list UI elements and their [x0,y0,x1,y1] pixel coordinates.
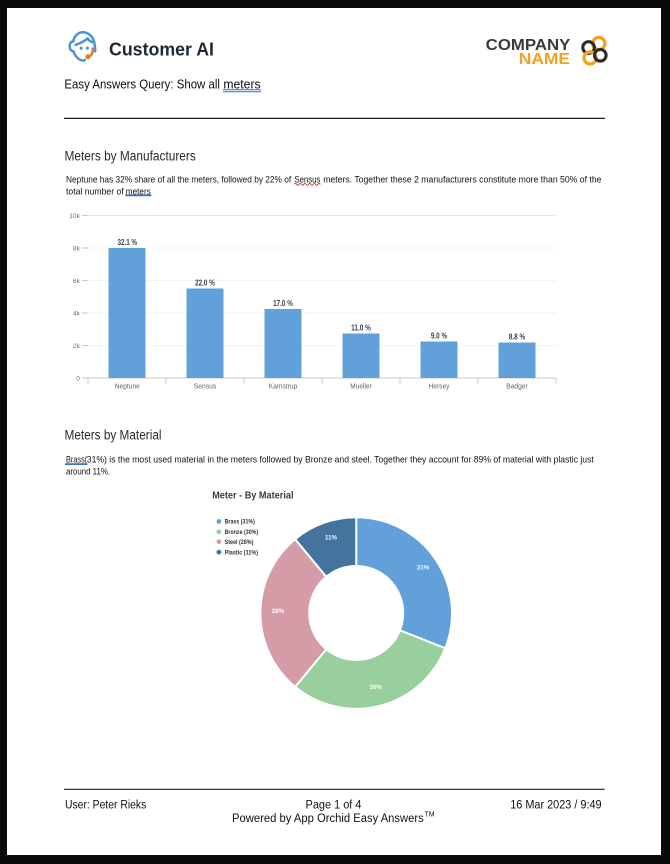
svg-text:Kamstrup: Kamstrup [269,384,298,391]
svg-text:total number of: total number of [66,186,124,196]
svg-text:31%) is the most used material: 31%) is the most used material in the me… [87,454,594,464]
svg-text:Neptune: Neptune [115,384,140,391]
svg-text:NAME: NAME [519,51,570,68]
svg-text:Meters by Manufacturers: Meters by Manufacturers [65,149,197,164]
svg-text:Powered by App Orchid Easy Ans: Powered by App Orchid Easy Answers [232,813,424,825]
svg-text:8.8 %: 8.8 % [509,332,526,342]
svg-text:32.1 %: 32.1 % [117,237,137,247]
svg-text:meters: meters [223,76,260,91]
svg-text:10k: 10k [69,213,80,220]
svg-text:Brass(: Brass( [66,454,87,464]
svg-text:30%: 30% [370,684,383,691]
svg-text:8k: 8k [73,245,81,252]
svg-text:Mueller: Mueller [350,384,372,391]
svg-text:Easy Answers Query: Show all: Easy Answers Query: Show all [64,76,220,91]
svg-text:9.0 %: 9.0 % [431,331,448,341]
svg-text:meters. Together these 2 manuf: meters. Together these 2 manufacturers c… [323,174,601,184]
svg-text:Sensus: Sensus [194,384,217,391]
svg-text:Page 1 of 4: Page 1 of 4 [306,800,362,812]
svg-text:22.0 %: 22.0 % [195,278,215,288]
svg-text:Bronze (30%): Bronze (30%) [225,529,259,536]
svg-text:Badger: Badger [506,384,528,391]
svg-text:11.0 %: 11.0 % [351,323,371,333]
svg-text:Customer AI: Customer AI [109,40,214,60]
svg-text:meters: meters [126,186,151,196]
svg-text:Hersey: Hersey [429,384,450,391]
svg-text:6k: 6k [73,278,81,285]
svg-text:2k: 2k [73,343,81,350]
svg-text:Plastic (11%): Plastic (11%) [225,549,259,556]
svg-text:4k: 4k [73,310,81,317]
svg-text:Steel (28%): Steel (28%) [225,539,254,546]
svg-text:Meter - By Material: Meter - By Material [212,490,293,502]
svg-text:16 Mar 2023 / 9:49: 16 Mar 2023 / 9:49 [510,800,601,812]
svg-text:Meters by Material: Meters by Material [65,428,162,443]
svg-text:COMPANY: COMPANY [486,37,571,54]
svg-text:28%: 28% [272,608,285,615]
svg-text:Neptune has 32% share of all t: Neptune has 32% share of all the meters,… [66,174,292,184]
svg-text:31%: 31% [417,565,430,572]
svg-text:around 11%.: around 11%. [66,466,110,476]
svg-text:Brass (31%): Brass (31%) [225,519,255,526]
svg-text:TM: TM [425,812,435,819]
svg-text:User: Peter Rieks: User: Peter Rieks [65,800,147,812]
svg-text:17.0 %: 17.0 % [273,298,293,308]
svg-text:0: 0 [76,375,80,382]
svg-text:Sensus: Sensus [294,174,320,184]
svg-text:11%: 11% [325,535,338,542]
